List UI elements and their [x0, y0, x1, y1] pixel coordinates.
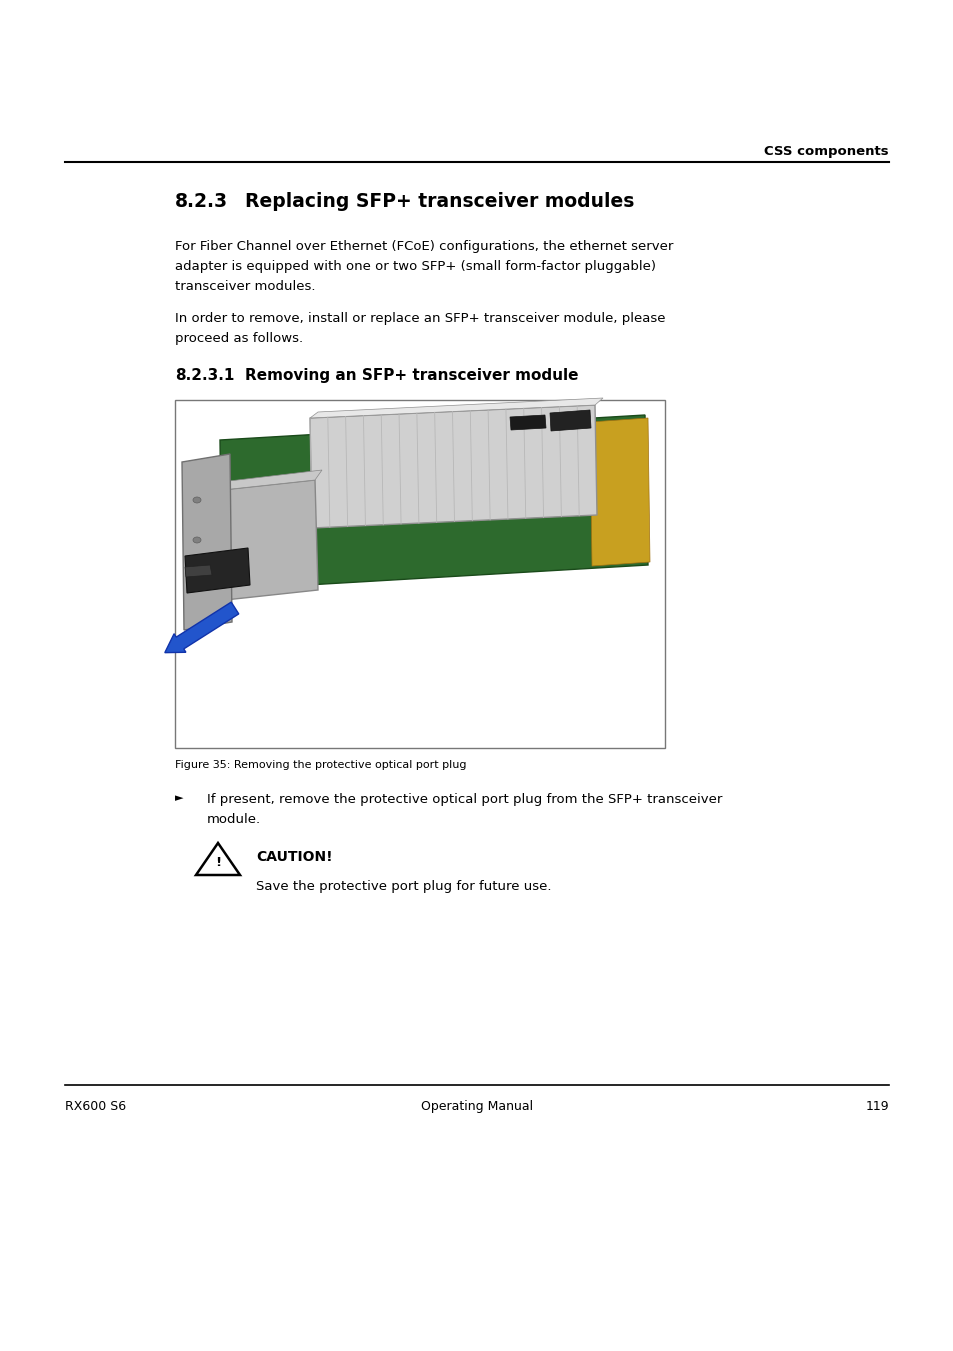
Polygon shape [222, 480, 317, 600]
Text: !: ! [214, 857, 221, 870]
Polygon shape [185, 565, 212, 577]
Polygon shape [220, 415, 647, 590]
Bar [174, 400, 664, 748]
Text: CSS components: CSS components [763, 145, 888, 158]
Text: Removing an SFP+ transceiver module: Removing an SFP+ transceiver module [245, 367, 578, 382]
Text: Replacing SFP+ transceiver modules: Replacing SFP+ transceiver modules [245, 192, 634, 211]
Ellipse shape [193, 577, 201, 584]
Polygon shape [310, 405, 597, 528]
Text: CAUTION!: CAUTION! [255, 850, 333, 865]
Polygon shape [510, 415, 545, 430]
Text: ►: ► [174, 793, 183, 802]
Text: If present, remove the protective optical port plug from the SFP+ transceiver: If present, remove the protective optica… [207, 793, 721, 807]
Text: adapter is equipped with one or two SFP+ (small form-factor pluggable): adapter is equipped with one or two SFP+… [174, 259, 656, 273]
Polygon shape [589, 417, 649, 566]
Text: Figure 35: Removing the protective optical port plug: Figure 35: Removing the protective optic… [174, 761, 466, 770]
Text: module.: module. [207, 813, 261, 825]
FancyArrow shape [165, 603, 238, 653]
Text: 8.2.3.1: 8.2.3.1 [174, 367, 234, 382]
Ellipse shape [193, 536, 201, 543]
Text: proceed as follows.: proceed as follows. [174, 332, 303, 345]
Text: For Fiber Channel over Ethernet (FCoE) configurations, the ethernet server: For Fiber Channel over Ethernet (FCoE) c… [174, 240, 673, 253]
Polygon shape [222, 470, 322, 490]
Text: transceiver modules.: transceiver modules. [174, 280, 315, 293]
Polygon shape [550, 409, 590, 431]
Polygon shape [195, 843, 240, 875]
Polygon shape [182, 454, 232, 630]
Text: In order to remove, install or replace an SFP+ transceiver module, please: In order to remove, install or replace a… [174, 312, 665, 326]
Polygon shape [185, 549, 250, 593]
Text: Save the protective port plug for future use.: Save the protective port plug for future… [255, 880, 551, 893]
Ellipse shape [193, 497, 201, 503]
Polygon shape [310, 399, 602, 417]
Text: 119: 119 [864, 1100, 888, 1113]
Text: Operating Manual: Operating Manual [420, 1100, 533, 1113]
Text: RX600 S6: RX600 S6 [65, 1100, 126, 1113]
Text: 8.2.3: 8.2.3 [174, 192, 228, 211]
